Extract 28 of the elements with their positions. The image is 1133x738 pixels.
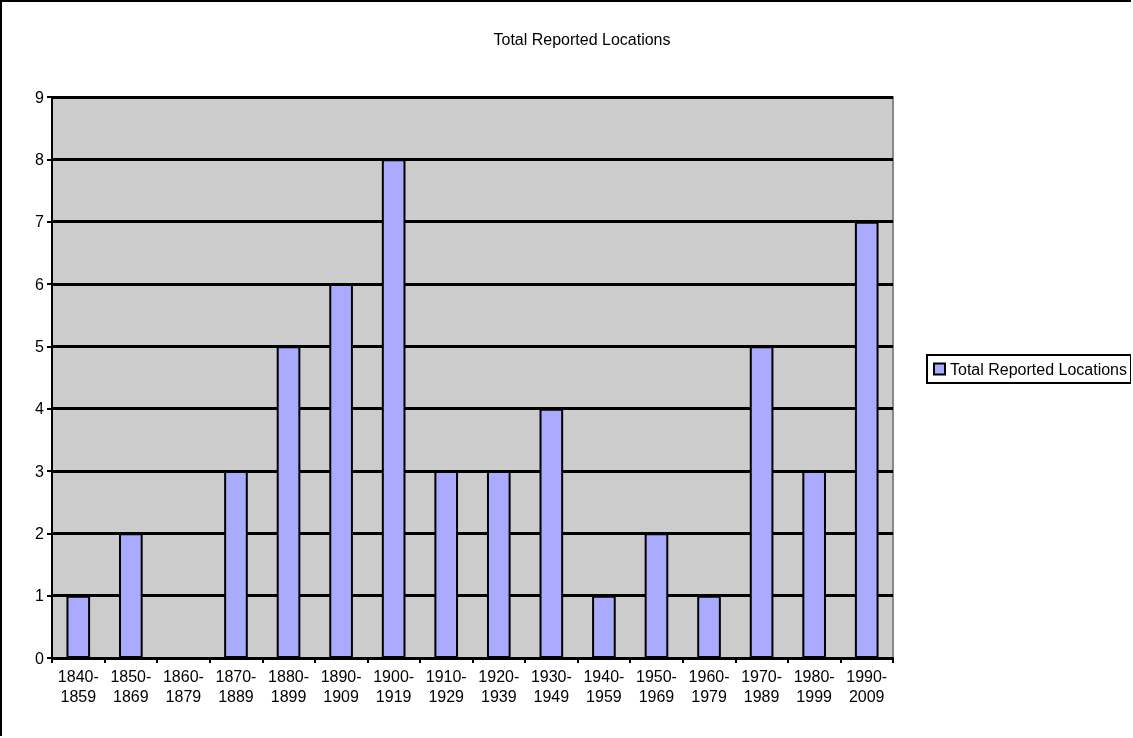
x-tick-label: 1940-1959 [583, 667, 625, 705]
y-tick-label: 1 [35, 587, 45, 605]
x-tick-label: 1850-1869 [110, 667, 152, 705]
x-tick-label: 1950-1969 [636, 667, 677, 705]
x-tick-label: 1990-2009 [846, 667, 888, 705]
y-tick-label: 0 [35, 649, 45, 667]
legend-label: Total Reported Locations [950, 360, 1127, 378]
x-tick-label: 1880-1899 [268, 667, 309, 705]
y-tick-label: 8 [35, 150, 45, 168]
x-tick-label: 1860-1879 [162, 667, 204, 705]
x-tick-label: 1840-1859 [57, 667, 99, 705]
y-tick-label: 3 [35, 462, 45, 480]
x-tick-label: 1910-1929 [425, 667, 467, 705]
x-tick-label: 1890-1909 [320, 667, 362, 705]
x-tick-label: 1920-1939 [478, 667, 520, 705]
x-tick-label: 1900-1919 [373, 667, 415, 705]
x-tick-label: 1970-1989 [741, 667, 783, 705]
y-tick-label: 4 [35, 400, 45, 418]
chart-title: Total Reported Locations [493, 30, 671, 48]
x-tick-label: 1870-1889 [215, 667, 257, 705]
y-tick-label: 2 [35, 524, 45, 542]
x-tick-label: 1960-1979 [688, 667, 730, 705]
x-tick-label: 1980-1999 [793, 667, 835, 705]
y-tick-label: 9 [35, 88, 45, 106]
y-tick-label: 7 [35, 213, 45, 231]
x-tick-label: 1930-1949 [530, 667, 572, 705]
y-tick-label: 5 [35, 337, 45, 355]
y-tick-label: 6 [35, 275, 45, 293]
